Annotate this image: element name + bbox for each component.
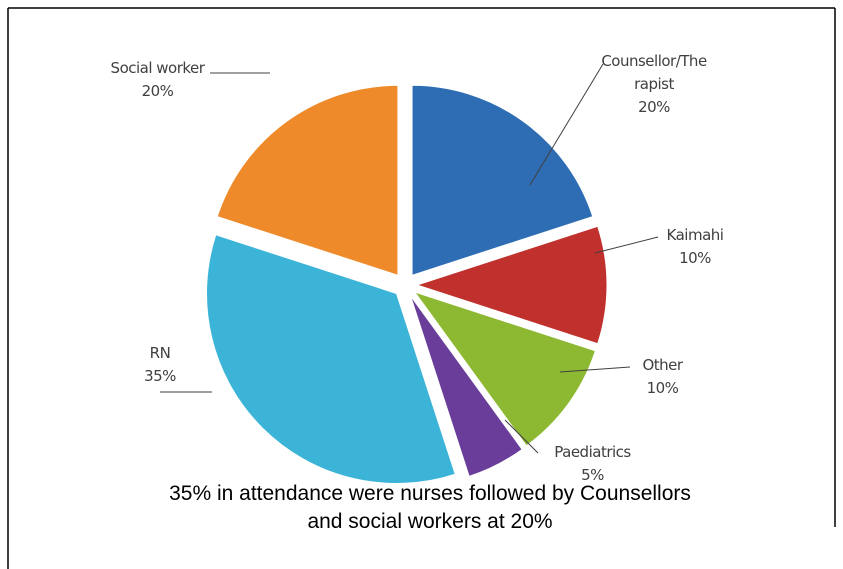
slice-category: Kaimahi (666, 226, 724, 244)
slice-value: 20% (141, 82, 174, 100)
slice-label: Paediatrics 5% (535, 441, 650, 487)
pie-slice (216, 84, 399, 276)
slice-category: Social worker (110, 59, 205, 77)
slice-value: 10% (679, 249, 711, 267)
slice-label: Other 10% (625, 354, 700, 400)
slice-label: Counsellor/Therapist 20% (600, 50, 708, 119)
pie-slice (409, 295, 523, 478)
pie-slice (413, 291, 597, 447)
slice-category: Counsellor/Therapist (601, 52, 707, 93)
slice-label: Kaimahi 10% (655, 224, 735, 270)
slice-value: 35% (144, 367, 176, 385)
slice-value: 20% (638, 98, 670, 116)
slice-value: 5% (581, 466, 604, 484)
leader-line (594, 236, 659, 254)
leader-line (559, 366, 631, 373)
pie-slice (411, 84, 594, 276)
slice-category: Other (642, 356, 683, 374)
caption: 35% in attendance were nurses followed b… (169, 482, 691, 533)
slice-label: RN 35% (130, 342, 190, 388)
leader-line (504, 419, 539, 454)
slice-label: Social worker 20% (95, 57, 220, 103)
leader-line (529, 63, 604, 186)
pie-slice (415, 225, 608, 345)
pie-slice (206, 234, 456, 484)
slice-value: 10% (646, 379, 679, 397)
slice-category: RN (149, 344, 171, 362)
slice-category: Paediatrics (554, 443, 631, 461)
